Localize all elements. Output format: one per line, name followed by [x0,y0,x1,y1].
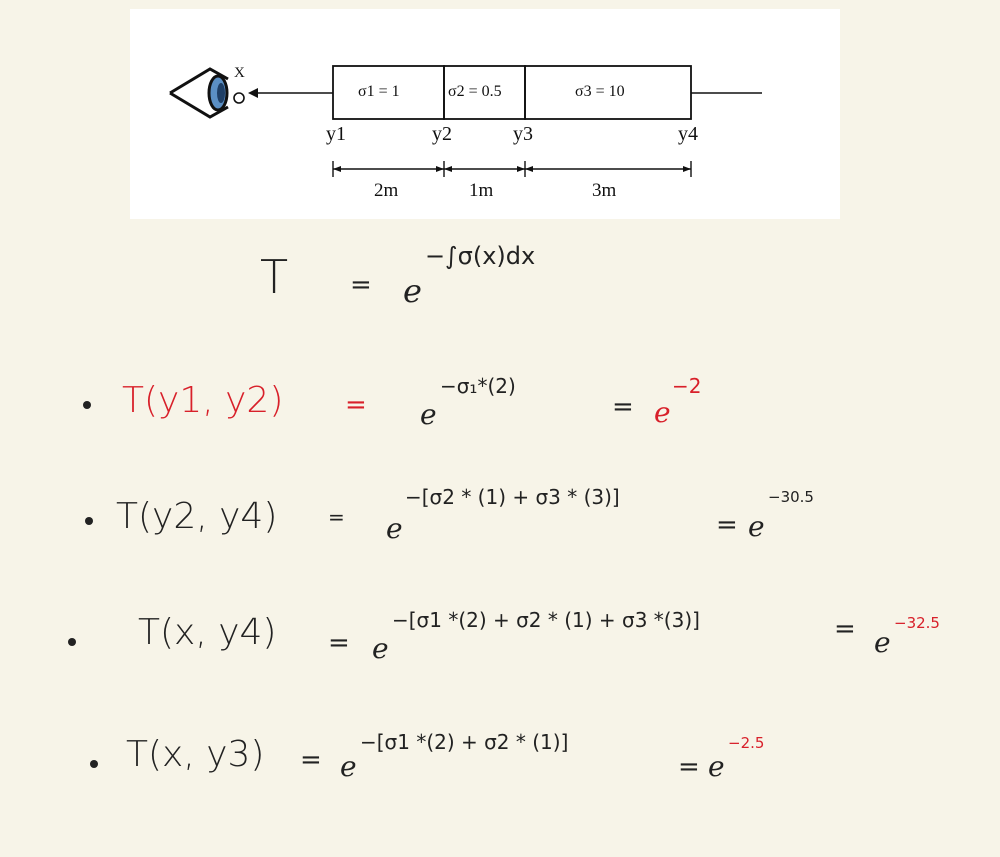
equation-1-result-exponent: −2 [672,374,702,398]
ray-arrow-head [248,88,258,98]
equation-1-lhs: T(y1, y2) [122,380,284,421]
equation-2-equals: = [328,505,345,529]
eye-icon [169,67,229,119]
equation-3-lhs: T(x, y4) [138,612,277,653]
distance-label-3: 3m [592,180,617,201]
equation-2-exponent: −[σ2 * (1) + σ3 * (3)] [405,485,620,509]
formula-base: e [403,272,422,310]
equation-1-base: e [420,398,437,431]
equation-4-lhs: T(x, y3) [126,734,265,775]
equation-2-base: e [386,512,403,545]
point-label-y2: y2 [432,123,452,145]
bullet-2 [85,517,93,525]
distance-label-1: 2m [374,180,399,201]
equation-4-result-base: e [708,750,725,783]
dimension-arrowheads [333,166,691,172]
bullet-1 [83,401,91,409]
equation-3-base: e [372,632,389,665]
box-2-label: σ2 = 0.5 [448,83,502,100]
equation-2-result-base: e [748,510,765,543]
equation-4-exponent: −[σ1 *(2) + σ2 * (1)] [360,730,569,754]
bullet-4 [90,760,98,768]
box-1-label: σ1 = 1 [358,83,400,100]
equation-1-equals: = [345,390,367,420]
equation-4-result-equals: = [678,752,700,782]
bullet-3 [68,638,76,646]
diagram-panel: X σ1 = 1 σ2 = 0.5 σ3 = 10 y1 y2 y3 y4 2m… [130,9,840,219]
equation-3-result-equals: = [834,614,856,644]
formula-exponent: −∫σ(x)dx [425,242,536,270]
equation-1-result-base: e [654,396,671,429]
point-label-y4: y4 [678,123,698,145]
formula-equals: = [350,270,372,300]
equation-4-result-exponent: −2.5 [728,734,765,752]
equation-1-exponent: −σ₁*(2) [440,374,516,398]
equation-2-result-equals: = [716,510,738,540]
point-label-y1: y1 [326,123,346,145]
point-label-y3: y3 [513,123,533,145]
equation-2-lhs: T(y2, y4) [116,496,278,537]
distance-label-2: 1m [469,180,494,201]
equation-4-base: e [340,750,357,783]
viewer-label: X [234,65,245,81]
box-3-label: σ3 = 10 [575,83,625,100]
equation-1-result-equals: = [612,392,634,422]
equation-3-result-exponent: −32.5 [894,614,940,632]
equation-3-result-base: e [874,626,891,659]
point-x-marker [233,92,245,104]
equation-3-exponent: −[σ1 *(2) + σ2 * (1) + σ3 *(3)] [392,608,700,632]
equation-2-result-exponent: −30.5 [768,488,814,506]
equation-3-equals: = [328,628,350,658]
equation-4-equals: = [300,745,322,775]
formula-lhs: T [260,250,289,304]
diagram-lines [169,65,762,177]
